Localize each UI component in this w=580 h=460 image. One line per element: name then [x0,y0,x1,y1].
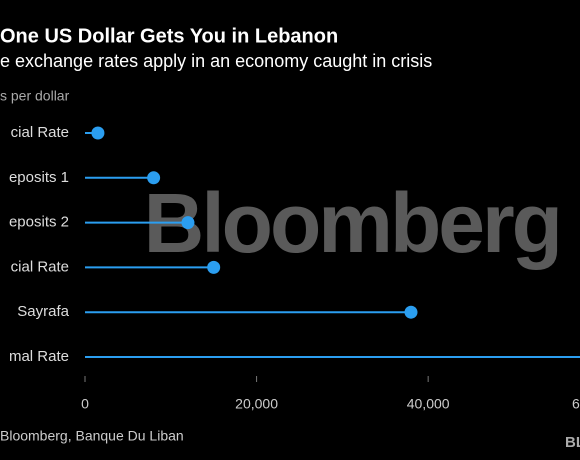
y-tick-label: eposits 1 [9,169,69,186]
y-tick-label: cial Rate [11,258,69,275]
watermark: Bloomberg [144,176,560,270]
dot [147,171,161,185]
x-tick-label: 20,000 [235,396,278,412]
dot [91,126,105,140]
x-tick-label: 6 [572,396,580,412]
y-tick-label: mal Rate [9,348,69,365]
axis-label: s per dollar [0,88,70,104]
dot [181,216,195,230]
x-tick-label: 0 [81,396,89,412]
source: Bloomberg, Banque Du Liban [0,428,184,444]
dot [404,305,418,319]
chart-title: One US Dollar Gets You in Lebanon [0,25,338,47]
chart-subtitle: e exchange rates apply in an economy cau… [0,51,432,71]
y-tick-label: Sayrafa [17,303,69,320]
x-tick-label: 40,000 [407,396,450,412]
y-tick-label: eposits 2 [9,214,69,231]
y-tick-label: cial Rate [11,124,69,141]
logo: BL [565,434,580,451]
dot [207,260,221,274]
